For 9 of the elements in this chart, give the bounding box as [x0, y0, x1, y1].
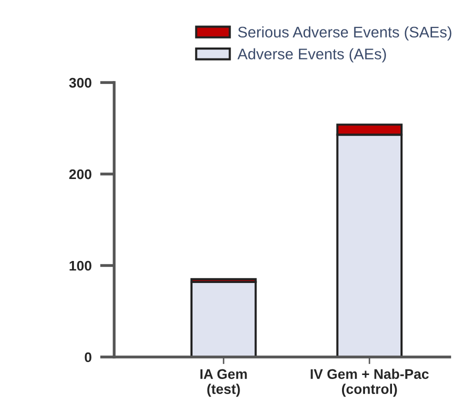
y-tick-label: 300	[69, 78, 92, 88]
bar	[190, 280, 257, 357]
y-tick-label: 100	[70, 260, 92, 271]
x-tick-label: IV Gem + Nab-Pac (control)	[310, 368, 429, 397]
y-tick-label: 0	[84, 352, 92, 362]
x-tick-label: IA Gem (test)	[200, 369, 247, 397]
y-tick-label: 200	[69, 169, 92, 180]
legend-label: Serious Adverse Events (SAEs)	[238, 26, 452, 41]
legend-label: Adverse Events (AEs)	[237, 48, 386, 62]
